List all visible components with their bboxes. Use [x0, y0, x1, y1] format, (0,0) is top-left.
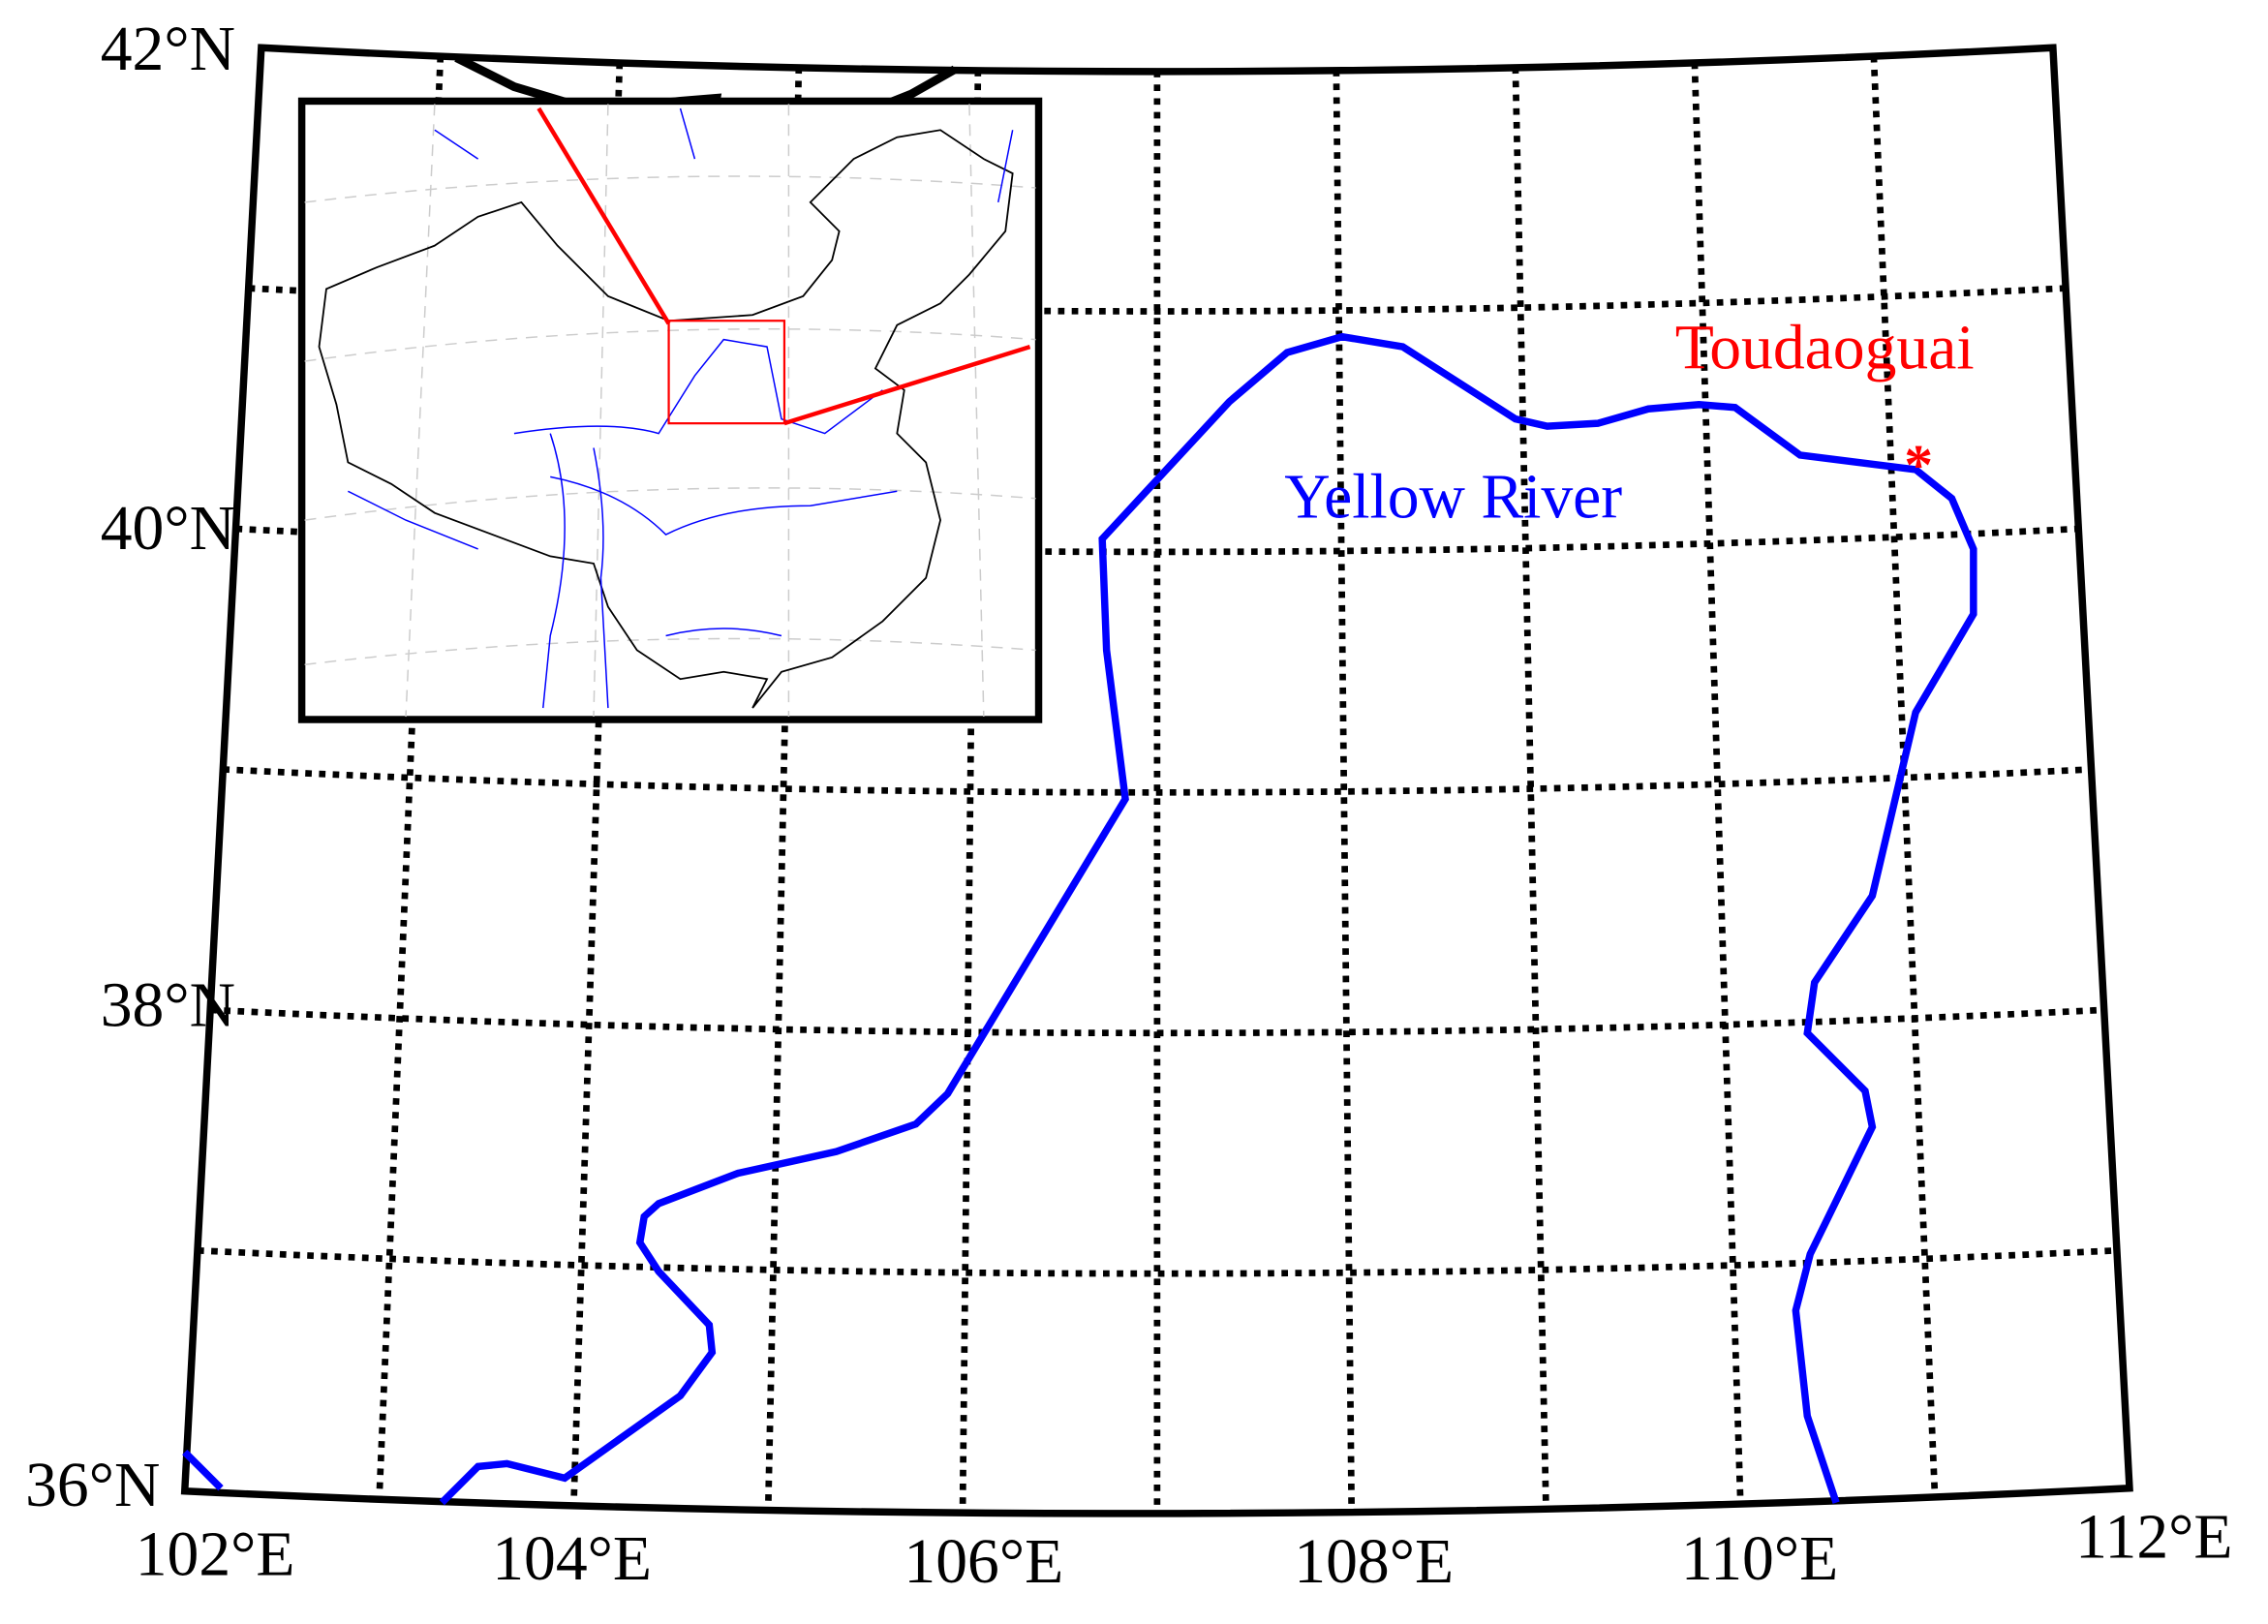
lat-label: 42°N — [101, 15, 235, 84]
map-frame — [180, 44, 2133, 1517]
graticule-line — [209, 1006, 2104, 1037]
lat-label: 40°N — [101, 494, 235, 564]
inset-rivers — [348, 107, 1014, 709]
leader-line — [536, 107, 671, 325]
lon-label: 108°E — [1294, 1527, 1454, 1597]
study-area-box — [667, 320, 786, 425]
lon-label: 106°E — [904, 1527, 1063, 1597]
station-label: Toudaoguai — [1675, 314, 1975, 383]
lon-label: 110°E — [1681, 1524, 1838, 1594]
graticule-line — [197, 1246, 2117, 1277]
leader-line — [783, 344, 1031, 426]
lat-label: 36°N — [25, 1451, 160, 1520]
river-label: Yellow River — [1284, 462, 1622, 532]
graticule-line — [223, 766, 2092, 796]
river-line — [182, 1449, 224, 1491]
river-line — [439, 332, 1977, 1506]
lon-label: 112°E — [2075, 1503, 2232, 1573]
inset-map — [297, 97, 1043, 723]
inset-graticule — [304, 104, 1036, 718]
lon-label: 104°E — [492, 1524, 652, 1594]
inset-country-outline — [318, 129, 1014, 709]
lon-label: 102°E — [136, 1519, 295, 1589]
lat-label: 38°N — [101, 970, 235, 1040]
inset-frame — [297, 97, 1043, 723]
station-marker: * — [1904, 433, 1933, 497]
